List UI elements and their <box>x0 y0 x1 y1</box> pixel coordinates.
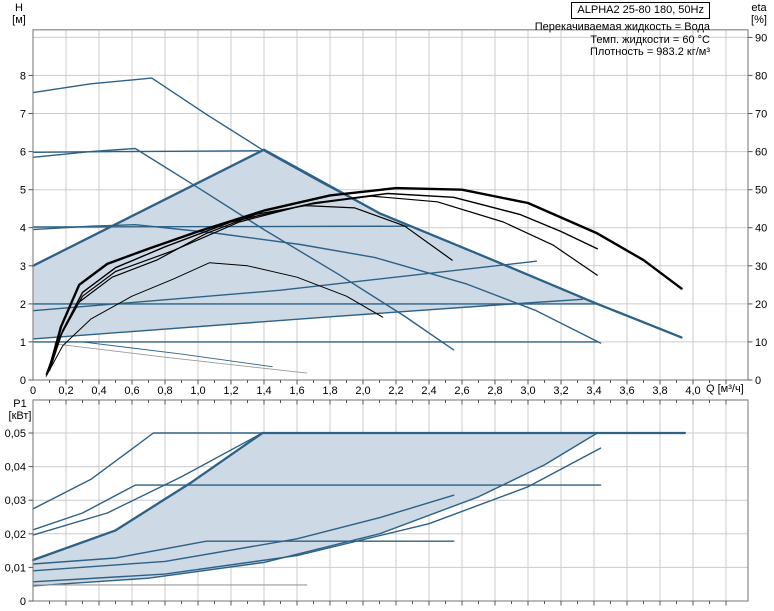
fluid-info-block: Перекачиваемая жидкость = Вода Темп. жид… <box>535 21 710 59</box>
pp-curve-2 <box>32 260 537 312</box>
h-tick-label: 7 <box>20 109 26 121</box>
p1-tick-label: 0,01 <box>5 562 26 574</box>
head-plot-frame <box>32 29 749 381</box>
eta-axis-title: eta <box>751 2 767 14</box>
p1-envelope-bottom <box>32 432 598 587</box>
x-tick-label: 2,8 <box>487 385 502 397</box>
x-tick-label: 2,0 <box>355 385 370 397</box>
h-tick-label: 3 <box>20 261 26 273</box>
x-tick-label: 1,0 <box>190 385 205 397</box>
pump-model-badge: ALPHA2 25-80 180, 50Hz <box>571 2 710 19</box>
x-tick-label: 0,4 <box>91 385 106 397</box>
p1-curve-pp <box>32 432 264 536</box>
eta-tick-label: 90 <box>755 32 767 44</box>
x-tick-label: 2,4 <box>421 385 436 397</box>
pp-curve-1 <box>32 298 584 340</box>
eta-tick-label: 70 <box>755 109 767 121</box>
eta-tick-label: 40 <box>755 223 767 235</box>
x-tick-label: 2,2 <box>388 385 403 397</box>
cp-curve-4m <box>32 225 410 228</box>
eta-curve-4 <box>48 192 598 372</box>
h-tick-label: 8 <box>20 70 26 82</box>
head-axis-title: H <box>15 2 23 14</box>
speed-i-curve <box>32 223 602 344</box>
eta-tick-label: 10 <box>755 337 767 349</box>
eta-tick-label: 30 <box>755 261 767 273</box>
min-curve-dark <box>82 341 273 368</box>
x-tick-label: 1,4 <box>256 385 271 397</box>
x-tick-label: 3,2 <box>553 385 568 397</box>
head-operating-envelope <box>33 149 598 339</box>
eta-tick-label: 60 <box>755 147 767 159</box>
p1-curve-speed-i <box>32 447 602 583</box>
power-axis-title: P1 <box>13 398 27 410</box>
x-tick-label: 0,8 <box>157 385 172 397</box>
info-line-density: Плотность = 983.2 кг/м³ <box>589 46 710 58</box>
x-tick-label: 2,6 <box>454 385 469 397</box>
p1-curve-speed-ii <box>32 494 455 572</box>
p1-tick-label: 0,04 <box>5 462 26 474</box>
h-tick-label: 6 <box>20 147 26 159</box>
eta-curve-low <box>45 262 384 377</box>
min-curve-gray <box>54 343 308 374</box>
p1-curve-mid-flat <box>32 540 455 565</box>
eta-tick-label: 20 <box>755 299 767 311</box>
x-tick-label: 0,2 <box>58 385 73 397</box>
x-tick-label: 3,4 <box>586 385 601 397</box>
head-axis-unit: [м] <box>12 14 26 26</box>
h-tick-label: 5 <box>20 185 26 197</box>
x-tick-label: 3,0 <box>520 385 535 397</box>
x-tick-label: 3,6 <box>619 385 634 397</box>
flow-axis-title: Q [м³/ч] <box>706 383 744 395</box>
h-tick-label: 0 <box>20 375 26 387</box>
axis-ticks <box>28 36 753 606</box>
p1-tick-label: 0,05 <box>5 428 26 440</box>
eta-axis-unit: [%] <box>751 14 767 26</box>
eta-tick-label: 50 <box>755 185 767 197</box>
power-operating-envelope <box>33 433 598 586</box>
x-tick-label: 4,0 <box>685 385 700 397</box>
x-tick-label: 0 <box>30 385 36 397</box>
eta-curve-max <box>48 186 683 370</box>
p1-tick-label: 0,03 <box>5 495 26 507</box>
cp-curve-6m <box>32 150 260 154</box>
h-tick-label: 1 <box>20 337 26 349</box>
x-tick-label: 1,8 <box>322 385 337 397</box>
h-tick-label: 4 <box>20 223 26 235</box>
p1-tick-label: 0,02 <box>5 529 26 541</box>
p1-tick-label: 0 <box>20 596 26 608</box>
power-curves <box>31 431 686 587</box>
eta-tick-label: 0 <box>755 375 761 387</box>
x-tick-label: 1,2 <box>223 385 238 397</box>
power-axis-unit: [кВт] <box>8 410 32 422</box>
head-curves <box>31 77 683 374</box>
speed-ii-curve <box>32 147 455 351</box>
eta-tick-label: 80 <box>755 70 767 82</box>
h-tick-label: 2 <box>20 299 26 311</box>
head-envelope-border <box>31 148 683 339</box>
efficiency-curves <box>45 186 683 377</box>
p1-curve-cp <box>32 484 602 531</box>
x-tick-label: 1,6 <box>289 385 304 397</box>
info-line-fluid: Перекачиваемая жидкость = Вода <box>534 21 710 33</box>
power-envelope-border <box>31 431 686 562</box>
eta-curve-2 <box>45 205 453 375</box>
x-tick-label: 3,8 <box>652 385 667 397</box>
info-line-temp: Темп. жидкости = 60 °C <box>590 33 710 46</box>
x-tick-label: 0,6 <box>124 385 139 397</box>
